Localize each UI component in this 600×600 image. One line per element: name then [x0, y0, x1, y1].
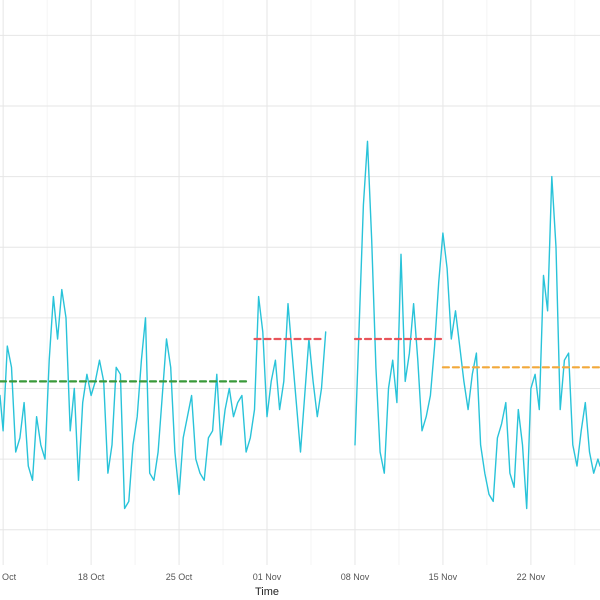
x-tick-label-1: 18 Oct: [78, 572, 105, 582]
x-tick-label-4: 08 Nov: [341, 572, 370, 582]
x-tick-labels: 11 Oct 18 Oct 25 Oct 01 Nov 08 Nov 15 Nov 22 N…: [0, 572, 546, 582]
x-tick-label-5: 15 Nov: [429, 572, 458, 582]
series-line-0-segment-1: [354, 140, 600, 510]
x-tick-label-6: 22 Nov: [517, 572, 546, 582]
x-tick-label-0: 11 Oct: [0, 572, 17, 582]
minor-gridlines: [46, 0, 576, 565]
major-gridlines: [0, 0, 600, 565]
x-tick-label-2: 25 Oct: [166, 572, 193, 582]
series-line-0-segment-0: [0, 288, 327, 510]
x-axis-title: Time: [255, 586, 279, 598]
series-layer: [0, 140, 600, 510]
x-tick-label-3: 01 Nov: [253, 572, 282, 582]
